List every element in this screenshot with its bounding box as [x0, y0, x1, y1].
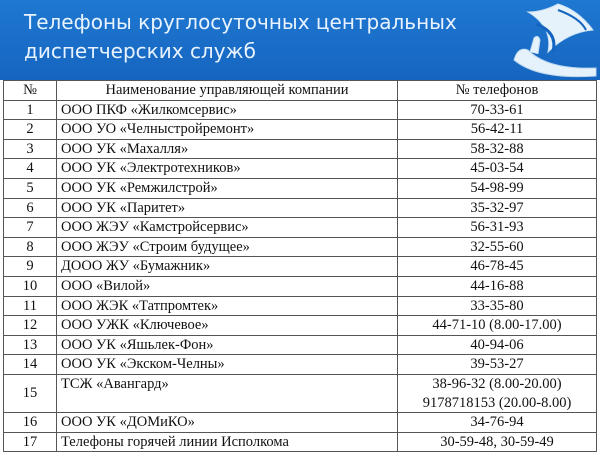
phone-numbers: 56-31-93	[397, 217, 597, 238]
row-number: 3	[3, 138, 57, 160]
phone-numbers: 54-98-99	[397, 177, 597, 199]
phone-number: 35-32-97	[470, 199, 524, 216]
company-name: ООО УК «Паритет»	[56, 197, 398, 219]
table-row: 13 ООО УК «Яшьлек-Фон» 40-94-06	[3, 334, 597, 356]
row-number: 13	[3, 334, 57, 356]
ship-logo-icon	[513, 3, 597, 78]
table-row: 12 ООО УЖК «Ключевое» 44-71-10 (8.00-17.00…	[3, 315, 597, 336]
company-name: ТСЖ «Авангард»	[56, 373, 398, 414]
phone-numbers: 70-33-61	[397, 99, 597, 121]
company-name: ООО ЖЭК «Татпромтек»	[56, 295, 398, 317]
column-header-company: Наименование управляющей компании	[56, 80, 398, 101]
phone-number: 54-98-99	[470, 179, 524, 196]
phone-number: 9178718153 (20.00-8.00)	[422, 394, 572, 411]
phone-number: 39-53-27	[470, 356, 524, 373]
table-row: 1 ООО ПКФ «Жилкомсервис» 70-33-61	[3, 99, 597, 121]
table-row: 3 ООО УК «Махалля» 58-32-88	[3, 138, 597, 160]
row-number: 16	[3, 412, 57, 433]
table-row: 4 ООО УК «Электротехников» 45-03-54	[3, 158, 597, 179]
phone-number: 44-71-10 (8.00-17.00)	[432, 317, 562, 334]
phone-number: 40-94-06	[470, 336, 524, 353]
dispatch-phones-table: № Наименование управляющей компании № те…	[3, 80, 597, 453]
company-name: ООО УК «Ремжилстрой»	[56, 177, 398, 199]
table-row: 5 ООО УК «Ремжилстрой» 54-98-99	[3, 177, 597, 199]
row-number: 4	[3, 158, 57, 179]
phone-number: 70-33-61	[470, 101, 524, 118]
company-name: ООО ЖЭУ «Строим будущее»	[56, 236, 398, 258]
phone-numbers: 38-96-32 (8.00-20.00) 9178718153 (20.00-8…	[397, 373, 597, 414]
phone-numbers: 33-35-80	[397, 295, 597, 317]
table-row: 7 ООО ЖЭУ «Камстройсервис» 56-31-93	[3, 217, 597, 238]
row-number: 6	[3, 197, 57, 219]
phone-number: 56-31-93	[470, 219, 524, 236]
company-name: Телефоны горячей линии Исполкома	[56, 431, 398, 453]
phone-number: 45-03-54	[470, 160, 524, 177]
company-name: ООО ПКФ «Жилкомсервис»	[56, 99, 398, 121]
company-name: ДООО ЖУ «Бумажник»	[56, 256, 398, 277]
phone-number: 34-76-94	[470, 414, 524, 431]
row-number: 7	[3, 217, 57, 238]
row-number: 2	[3, 119, 57, 140]
row-number: 10	[3, 275, 57, 297]
column-header-number: №	[3, 80, 57, 101]
table-row: 17 Телефоны горячей линии Исполкома 30-59-…	[3, 431, 597, 453]
company-name: ООО УК «Махалля»	[56, 138, 398, 160]
phone-numbers: 40-94-06	[397, 334, 597, 356]
phone-numbers: 46-78-45	[397, 256, 597, 277]
company-name: ООО УК «Яшьлек-Фон»	[56, 334, 398, 356]
company-name: ООО «Вилой»	[56, 275, 398, 297]
row-number: 14	[3, 354, 57, 375]
phone-number: 38-96-32 (8.00-20.00)	[432, 375, 562, 392]
phone-number: 33-35-80	[470, 297, 524, 314]
company-name: ООО УК «Экском-Челны»	[56, 354, 398, 375]
company-name: ООО УК «ДОМиКО»	[56, 412, 398, 433]
table-row: 11 ООО ЖЭК «Татпромтек» 33-35-80	[3, 295, 597, 317]
page-title: Телефоны круглосуточных центральных дисп…	[24, 8, 457, 66]
company-name: ООО УК «Электротехников»	[56, 158, 398, 179]
company-name: ООО УО «Челныстройремонт»	[56, 119, 398, 140]
table-row: 14 ООО УК «Экском-Челны» 39-53-27	[3, 354, 597, 375]
row-number: 11	[3, 295, 57, 317]
phone-numbers: 56-42-11	[397, 119, 597, 140]
phone-number: 46-78-45	[470, 258, 524, 275]
company-name: ООО ЖЭУ «Камстройсервис»	[56, 217, 398, 238]
row-number: 5	[3, 177, 57, 199]
title-line-1: Телефоны круглосуточных центральных	[24, 10, 457, 34]
row-number: 1	[3, 99, 57, 121]
column-header-phones: № телефонов	[397, 80, 597, 101]
row-number: 12	[3, 315, 57, 336]
table-row: 8 ООО ЖЭУ «Строим будущее» 32-55-60	[3, 236, 597, 258]
phone-number: 58-32-88	[470, 140, 524, 157]
phone-numbers: 39-53-27	[397, 354, 597, 375]
table-row: 10 ООО «Вилой» 44-16-88	[3, 275, 597, 297]
phone-numbers: 35-32-97	[397, 197, 597, 219]
table-row: 9 ДООО ЖУ «Бумажник» 46-78-45	[3, 256, 597, 277]
phone-numbers: 58-32-88	[397, 138, 597, 160]
table-row: 16 ООО УК «ДОМиКО» 34-76-94	[3, 412, 597, 433]
row-number: 15	[3, 373, 57, 414]
phone-numbers: 34-76-94	[397, 412, 597, 433]
phone-number: 30-59-48, 30-59-49	[440, 433, 554, 450]
phone-numbers: 44-71-10 (8.00-17.00)	[397, 315, 597, 336]
phone-numbers: 44-16-88	[397, 275, 597, 297]
phone-numbers: 45-03-54	[397, 158, 597, 179]
row-number: 17	[3, 431, 57, 453]
table-header-row: № Наименование управляющей компании № те…	[3, 80, 597, 101]
table-row: 6 ООО УК «Паритет» 35-32-97	[3, 197, 597, 219]
phone-numbers: 32-55-60	[397, 236, 597, 258]
phone-number: 44-16-88	[470, 277, 524, 294]
phone-number: 32-55-60	[470, 238, 524, 255]
header-banner: Телефоны круглосуточных центральных дисп…	[0, 0, 600, 80]
phone-number: 56-42-11	[470, 121, 524, 138]
phone-numbers: 30-59-48, 30-59-49	[397, 431, 597, 453]
company-name: ООО УЖК «Ключевое»	[56, 315, 398, 336]
row-number: 9	[3, 256, 57, 277]
row-number: 8	[3, 236, 57, 258]
title-line-2: диспетчерских служб	[24, 39, 256, 63]
table-row: 2 ООО УО «Челныстройремонт» 56-42-11	[3, 119, 597, 140]
table-row: 15 ТСЖ «Авангард» 38-96-32 (8.00-20.00) 917…	[3, 373, 597, 414]
